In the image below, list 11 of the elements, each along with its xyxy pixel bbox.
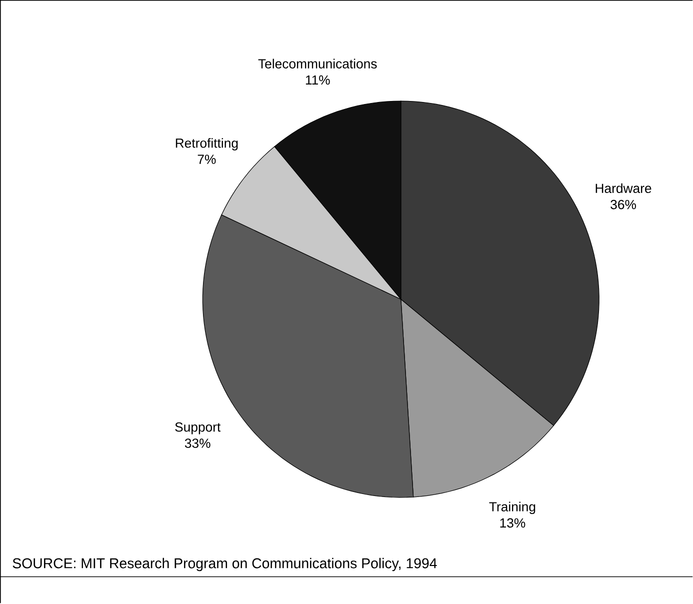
slice-label: Retrofitting: [176, 138, 238, 151]
data-label: 7%: [198, 154, 216, 164]
data-label: 33%: [184, 438, 210, 448]
slice-label: Hardware: [596, 184, 652, 194]
slice-label: Support: [175, 422, 221, 435]
slice-label: Telecommunications: [258, 59, 377, 69]
data-label: 13%: [500, 518, 526, 528]
source-note: SOURCE: MIT Research Program on Communications Policy, 1994: [12, 558, 437, 572]
data-label: 11%: [306, 76, 330, 85]
data-label: 36%: [610, 200, 636, 210]
slice-label: Training: [489, 502, 536, 514]
